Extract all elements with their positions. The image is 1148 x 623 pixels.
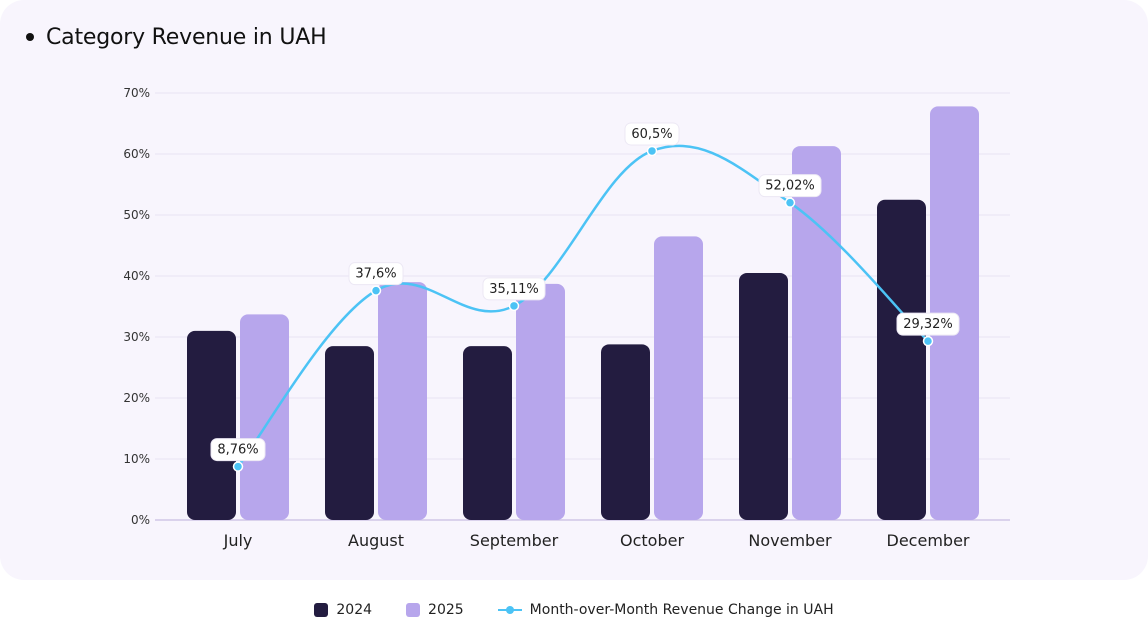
line-point [646,145,658,157]
bar-2024 [739,272,788,520]
chart-legend: 2024 2025 Month-over-Month Revenue Chang… [0,598,1148,622]
x-tick-label: November [748,531,832,550]
data-label: 60,5% [631,127,672,142]
data-label-box [348,262,404,286]
legend-item-2024[interactable]: 2024 [314,602,372,618]
chart-plot: 0% 10% 20% 30% 40% 50% 60% 70% July August Septemb… [123,86,1010,550]
bar-2025 [240,314,289,520]
data-label: 52,02% [765,179,815,194]
x-tick-label: September [470,531,559,550]
title-row: Category Revenue in UAH [26,22,327,52]
x-tick-label: December [887,531,970,550]
y-tick-label: 20% [123,391,150,405]
data-label-box [624,122,680,146]
y-tick-label: 50% [123,208,150,222]
legend-label-2024: 2024 [336,602,373,618]
mom-change-line [237,144,929,468]
legend-label-mom: Month-over-Month Revenue Change in UAH [529,602,834,618]
y-tick-label: 30% [123,330,150,344]
data-label: 35,11% [489,282,539,297]
line-point [232,461,244,472]
legend-item-mom[interactable]: Month-over-Month Revenue Change in UAH [497,602,834,618]
legend-swatch-2025 [406,603,421,617]
data-label: 29,32% [903,317,953,332]
chart-title: Category Revenue in UAH [46,24,327,50]
bar-2024 [877,199,926,520]
data-label: 37,6% [355,267,396,282]
data-label: 8,76% [217,443,258,458]
data-label-box [896,312,960,336]
legend-swatch-2024 [314,603,329,617]
legend-item-2025[interactable]: 2025 [406,602,464,618]
bar-2024 [325,346,374,520]
bar-2025 [378,282,427,520]
y-tick-label: 40% [123,269,150,283]
data-label-box [758,174,822,198]
legend-label-2025: 2025 [428,602,464,618]
x-tick-label: August [348,531,404,550]
bar-2024 [463,346,512,520]
y-tick-label: 0% [131,513,150,527]
bullet-icon [26,33,34,41]
x-tick-label: July [223,531,253,550]
bar-2025 [654,236,703,520]
data-label-box [210,438,266,462]
data-label-box [482,277,546,301]
line-point [508,300,520,312]
y-tick-label: 60% [123,147,150,161]
bar-2025 [792,146,841,520]
legend-line-marker-icon [497,605,522,615]
line-point [922,335,934,347]
y-tick-label: 10% [123,452,150,466]
bar-2025 [516,283,565,520]
x-tick-label: October [620,531,684,550]
line-point [370,285,382,296]
y-tick-label: 70% [123,86,150,100]
bar-2024 [187,330,236,520]
bar-2024 [601,344,650,520]
line-point [784,197,796,208]
